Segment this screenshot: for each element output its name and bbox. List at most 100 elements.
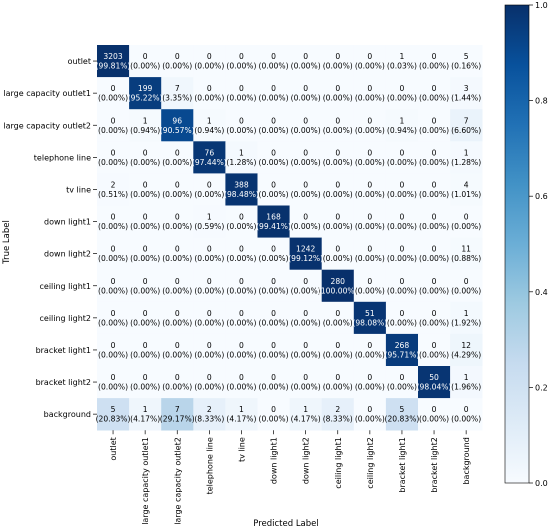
heatmap-cell-r8-c10 bbox=[418, 301, 451, 335]
heatmap-cell-r3-c6 bbox=[289, 141, 322, 174]
cell-count-r0-c5: 0 bbox=[271, 52, 276, 61]
cell-percent-r7-c9: (0.00%) bbox=[387, 286, 417, 295]
cell-count-r5-c10: 0 bbox=[432, 213, 437, 222]
x-tick-label-1: large capacity outlet1 bbox=[141, 437, 150, 525]
cell-percent-r0-c7: (0.00%) bbox=[323, 62, 353, 71]
cell-count-r8-c10: 0 bbox=[432, 309, 437, 318]
heatmap-cell-r11-c5 bbox=[257, 398, 290, 431]
cell-count-r7-c6: 0 bbox=[303, 277, 308, 286]
x-axis-ticks: outlet large capacity outlet1 large capaci… bbox=[109, 430, 471, 525]
heatmap-cell-r9-c6 bbox=[289, 333, 322, 367]
cell-count-r0-c4: 0 bbox=[239, 52, 244, 61]
cell-percent-r1-c1: (95.22%) bbox=[128, 94, 163, 103]
cell-percent-r2-c2: (90.57%) bbox=[160, 126, 195, 135]
colorbar bbox=[504, 4, 530, 484]
cell-count-r1-c1: 199 bbox=[138, 84, 153, 93]
cell-percent-r9-c7: (0.00%) bbox=[323, 350, 353, 359]
cell-count-r1-c7: 0 bbox=[335, 84, 340, 93]
heatmap-cell-r8-c9 bbox=[385, 301, 419, 335]
cell-count-r0-c10: 0 bbox=[432, 52, 437, 61]
cell-percent-r8-c7: (0.00%) bbox=[323, 318, 353, 327]
heatmap-cell-r1-c6 bbox=[289, 77, 322, 110]
cell-percent-r5-c3: (0.59%) bbox=[194, 222, 224, 231]
x-tick-label-10: bracket light2 bbox=[430, 437, 439, 492]
heatmap-cell-r8-c2 bbox=[161, 301, 194, 335]
colorbar-tick-label-0: 0.0 bbox=[535, 479, 548, 488]
cell-percent-r10-c8: (0.00%) bbox=[355, 383, 385, 392]
cell-count-r5-c11: 0 bbox=[464, 213, 469, 222]
cell-percent-r3-c7: (0.00%) bbox=[323, 158, 353, 167]
y-tick-label-1: large capacity outlet1 bbox=[3, 89, 91, 98]
x-tick-label-11: background bbox=[462, 437, 471, 484]
heatmap-cell-r2-c8 bbox=[353, 109, 387, 142]
colorbar-tick-label-3: 0.6 bbox=[535, 192, 548, 201]
cell-count-r1-c3: 0 bbox=[207, 84, 212, 93]
heatmap-cell-r10-c5 bbox=[257, 366, 290, 399]
cell-percent-r8-c9: (0.00%) bbox=[387, 318, 417, 327]
cell-percent-r1-c0: (0.00%) bbox=[98, 94, 128, 103]
heatmap-cell-r6-c7 bbox=[321, 237, 355, 270]
cell-percent-r11-c3: (8.33%) bbox=[194, 415, 224, 424]
heatmap-cell-r0-c3 bbox=[193, 45, 226, 78]
heatmap-cell-r4-c11 bbox=[450, 173, 483, 206]
colorbar-tick-label-5: 1.0 bbox=[535, 1, 548, 10]
cell-percent-r2-c3: (0.94%) bbox=[194, 126, 224, 135]
cell-count-r1-c11: 3 bbox=[464, 84, 469, 93]
y-tick-label-7: ceiling light1 bbox=[40, 282, 92, 291]
cell-count-r7-c2: 0 bbox=[175, 277, 180, 286]
cell-count-r10-c8: 0 bbox=[367, 373, 372, 382]
cell-percent-r6-c3: (0.00%) bbox=[194, 254, 224, 263]
heatmap-cell-r0-c2 bbox=[161, 45, 194, 78]
heatmap-cell-r2-c3 bbox=[193, 109, 226, 142]
cell-percent-r10-c2: (0.00%) bbox=[162, 383, 192, 392]
cell-count-r5-c8: 0 bbox=[367, 213, 372, 222]
heatmap-cell-r9-c0 bbox=[97, 333, 130, 367]
cell-percent-r4-c10: (0.00%) bbox=[419, 190, 449, 199]
cell-count-r9-c8: 0 bbox=[367, 341, 372, 350]
cell-percent-r7-c7: (100.00%) bbox=[318, 286, 358, 295]
cell-count-r9-c7: 0 bbox=[335, 341, 340, 350]
cell-count-r5-c2: 0 bbox=[175, 213, 180, 222]
cell-percent-r1-c2: (3.35%) bbox=[162, 94, 192, 103]
heatmap-cell-r6-c10 bbox=[418, 237, 451, 270]
cell-count-r8-c4: 0 bbox=[239, 309, 244, 318]
x-tick-label-7: ceiling light1 bbox=[334, 437, 343, 489]
cell-count-r4-c9: 0 bbox=[400, 180, 405, 189]
cell-count-r11-c8: 0 bbox=[367, 405, 372, 414]
heatmap-cell-r4-c8 bbox=[353, 173, 387, 206]
cell-count-r2-c0: 0 bbox=[111, 116, 116, 125]
cell-count-r10-c1: 0 bbox=[143, 373, 148, 382]
x-tick-label-6: down light2 bbox=[302, 437, 311, 484]
heatmap-cell-r1-c1 bbox=[129, 77, 162, 110]
heatmap-cell-r5-c0 bbox=[97, 205, 130, 238]
cell-count-r11-c4: 1 bbox=[239, 405, 244, 414]
cell-count-r3-c3: 76 bbox=[205, 148, 215, 157]
cell-percent-r3-c6: (0.00%) bbox=[291, 158, 321, 167]
cell-percent-r6-c7: (0.00%) bbox=[323, 254, 353, 263]
cell-count-r5-c9: 0 bbox=[400, 213, 405, 222]
heatmap-cell-r9-c1 bbox=[129, 333, 162, 367]
cell-percent-r0-c11: (0.16%) bbox=[451, 62, 481, 71]
cell-count-r9-c3: 0 bbox=[207, 341, 212, 350]
cell-percent-r0-c0: (99.81%) bbox=[96, 62, 131, 71]
cell-percent-r11-c5: (0.00%) bbox=[259, 415, 289, 424]
cell-count-r10-c9: 0 bbox=[400, 373, 405, 382]
heatmap-cell-r5-c11 bbox=[450, 205, 483, 238]
cell-percent-r9-c6: (0.00%) bbox=[291, 350, 321, 359]
heatmap-cell-r6-c4 bbox=[225, 237, 258, 270]
cell-count-r0-c6: 0 bbox=[303, 52, 308, 61]
cell-count-r7-c4: 0 bbox=[239, 277, 244, 286]
cell-count-r7-c9: 0 bbox=[400, 277, 405, 286]
heatmap-cell-r4-c2 bbox=[161, 173, 194, 206]
cell-count-r4-c6: 0 bbox=[303, 180, 308, 189]
cell-count-r10-c3: 0 bbox=[207, 373, 212, 382]
cell-count-r2-c4: 0 bbox=[239, 116, 244, 125]
cell-percent-r11-c8: (0.00%) bbox=[355, 415, 385, 424]
cell-count-r7-c7: 280 bbox=[331, 277, 346, 286]
heatmap-cell-r9-c2 bbox=[161, 333, 194, 367]
heatmap-cell-r10-c3 bbox=[193, 366, 226, 399]
cell-count-r1-c10: 0 bbox=[432, 84, 437, 93]
cell-percent-r0-c9: (0.03%) bbox=[387, 62, 417, 71]
cell-count-r3-c2: 0 bbox=[175, 148, 180, 157]
heatmap-cell-r9-c3 bbox=[193, 333, 226, 367]
